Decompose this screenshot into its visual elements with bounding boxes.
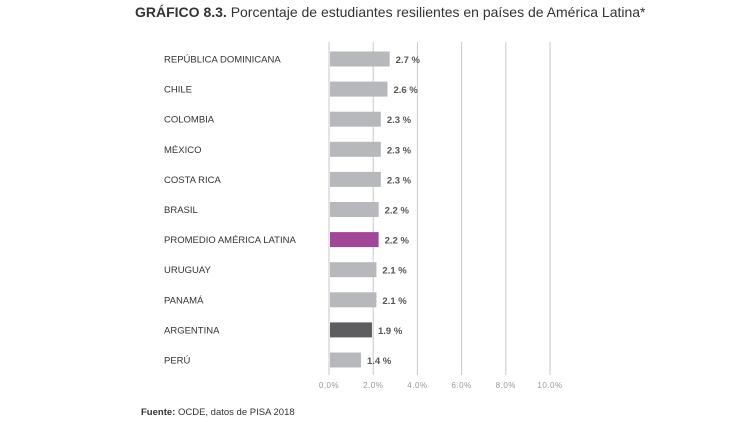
value-label: 1.9 % (378, 326, 403, 337)
chart-title-prefix: GRÁFICO 8.3. (135, 4, 227, 20)
source-text: OCDE, datos de PISA 2018 (177, 407, 295, 418)
category-label: COLOMBIA (164, 115, 215, 126)
source-note: Fuente: OCDE, datos de PISA 2018 (141, 407, 295, 418)
category-label: PERÚ (164, 356, 191, 367)
x-tick-label: 4.0% (407, 381, 427, 390)
category-label: URUGUAY (164, 265, 211, 276)
value-label: 2.3 % (387, 175, 412, 186)
bar (330, 81, 388, 97)
bar (330, 171, 381, 187)
x-tick-label: 8.0% (496, 381, 516, 390)
chart-title: GRÁFICO 8.3. Porcentaje de estudiantes r… (135, 4, 646, 20)
x-tick-label: 0.0% (319, 381, 339, 390)
bar (330, 141, 381, 157)
category-label: ARGENTINA (164, 325, 220, 336)
bar (330, 232, 379, 248)
bar (330, 262, 377, 278)
value-label: 2.3 % (387, 145, 412, 156)
bar (330, 322, 372, 338)
x-tick-label: 10.0% (537, 381, 562, 390)
bar (330, 292, 377, 308)
value-label: 2.2 % (385, 236, 410, 247)
category-label: BRASIL (164, 205, 198, 216)
value-label: 2.1 % (382, 296, 407, 307)
chart-title-text: Porcentaje de estudiantes resilientes en… (230, 4, 646, 20)
category-label: CHILE (164, 85, 192, 96)
value-label: 2.7 % (396, 55, 421, 66)
x-tick-label: 2.0% (363, 381, 383, 390)
bar (330, 111, 381, 127)
bar (330, 202, 379, 217)
value-label: 2.2 % (385, 206, 410, 217)
value-label: 2.3 % (387, 115, 412, 126)
category-label: PANAMÁ (164, 295, 204, 306)
x-tick-label: 6.0% (451, 381, 471, 390)
category-label: PROMEDIO AMÉRICA LATINA (164, 235, 296, 246)
category-label: REPÚBLICA DOMINICANA (164, 55, 281, 66)
value-label: 2.1 % (382, 266, 407, 277)
category-label: MÉXICO (164, 145, 201, 156)
value-label: 1.4 % (367, 356, 392, 367)
value-label: 2.6 % (393, 85, 418, 96)
bar (330, 51, 390, 67)
bar (330, 352, 361, 368)
source-label: Fuente: (141, 407, 176, 418)
category-label: COSTA RICA (164, 175, 221, 186)
